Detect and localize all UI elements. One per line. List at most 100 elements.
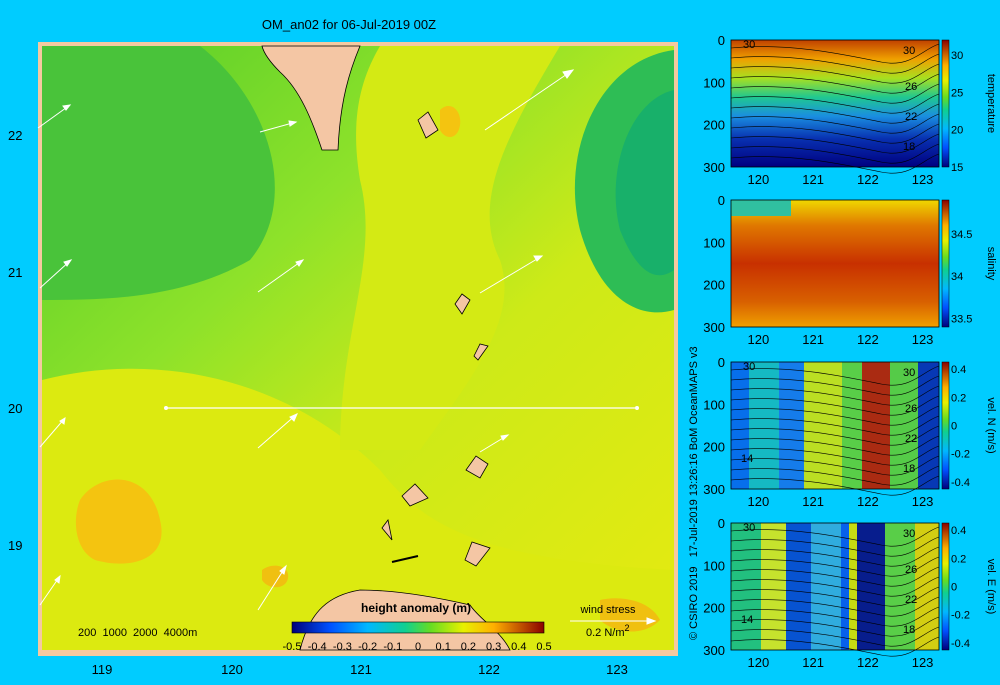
section-panel: 30 30 26 22 18 14 0 100 200 300 120 121 122 123 0.4 0.2…: [703, 516, 997, 670]
section-stripe: [857, 523, 885, 650]
colorbar-tick-label: 0.5: [536, 641, 551, 653]
colorbar-tick-label: -0.1: [383, 641, 402, 653]
section-colorbar-tick: 15: [951, 162, 963, 174]
section-y-tick: 200: [703, 278, 725, 293]
section-field: [731, 200, 939, 327]
isotherm-contour: [730, 435, 940, 456]
isotherm-contour: [730, 133, 940, 154]
section-y-tick: 100: [703, 558, 725, 573]
isotherm-contour: [730, 113, 940, 134]
section-colorbar: [941, 361, 950, 490]
section-colorbar-tick: 0.2: [951, 553, 966, 565]
wind-arrow: [484, 69, 574, 131]
wind-arrow: [257, 565, 287, 611]
isotherm-contour: [730, 83, 940, 104]
ssh-yellow-east-band: [340, 46, 560, 450]
isotherm-contour: [730, 465, 940, 486]
colorbar-tick-label: -0.2: [358, 641, 377, 653]
section-colorbar: [941, 522, 950, 651]
section-colorbar-tick: -0.2: [951, 610, 970, 622]
wind-scale-value: 0.2 N/m: [586, 627, 625, 639]
section-colorbar-tick: 33.5: [951, 314, 972, 326]
section-y-tick: 0: [718, 355, 725, 370]
section-colorbar-tick: 0.4: [951, 525, 966, 537]
wind-arrow: [257, 259, 304, 293]
isotherm-contour: [730, 616, 940, 637]
colorbar-tick-label: -0.3: [333, 641, 352, 653]
isotherm-contour: [730, 153, 940, 174]
colorbar-tick-label: 0.4: [511, 641, 526, 653]
section-stripe: [761, 523, 786, 650]
section-colorbar-label: temperature: [985, 74, 997, 133]
isotherm-contour: [730, 636, 940, 657]
section-x-tick: 122: [857, 494, 879, 509]
wind-arrowhead: [533, 255, 544, 262]
taiwan-south-land: [261, 45, 361, 151]
lon-tick: 119: [92, 662, 113, 677]
contour-label: 30: [743, 39, 755, 51]
section-surface-layer: [731, 200, 791, 216]
wind-arrow: [257, 413, 298, 449]
colorbar-tick-label: 0: [415, 641, 421, 653]
section-stripe: [842, 362, 862, 489]
contour-label: 26: [905, 81, 917, 93]
isotherm-contour: [730, 536, 940, 557]
ssh-orange-patch-1: [75, 479, 162, 564]
section-x-tick: 121: [802, 332, 824, 347]
wind-arrowhead: [59, 417, 66, 425]
contour-label: 18: [903, 624, 915, 636]
section-y-tick: 200: [703, 601, 725, 616]
section-colorbar-tick: 30: [951, 50, 963, 62]
isotherm-contour: [730, 405, 940, 426]
contour-label: 30: [903, 367, 915, 379]
section-y-tick: 200: [703, 440, 725, 455]
isotherm-contour: [730, 475, 940, 496]
colorbar: [291, 621, 545, 634]
section-panel: 0 100 200 300 120 121 122 123 34.5 34 33.5 salinity: [703, 193, 997, 347]
isotherm-contour: [730, 606, 940, 627]
wind-arrowhead: [289, 413, 298, 422]
island-1: [417, 111, 439, 139]
section-border: [730, 361, 940, 490]
colorbar-tick-label: 0.2: [461, 641, 476, 653]
section-colorbar-tick: 0: [951, 582, 957, 594]
wind-arrowhead: [62, 104, 72, 111]
map-axis-ticks: 119 120 121 122 123 22 21 20 19: [8, 128, 628, 677]
section-colorbar-tick: 0.4: [951, 364, 966, 376]
wind-arrowhead: [295, 259, 305, 267]
contour-label: 30: [743, 522, 755, 534]
isotherm-contour: [730, 546, 940, 567]
section-y-tick: 100: [703, 397, 725, 412]
section-y-tick: 300: [703, 482, 725, 497]
section-colorbar-tick: 25: [951, 87, 963, 99]
section-x-tick: 120: [748, 332, 770, 347]
section-y-tick: 300: [703, 160, 725, 175]
section-y-tick: 200: [703, 118, 725, 133]
colorbar-tick-label: 0.3: [486, 641, 501, 653]
section-stripe: [786, 523, 811, 650]
section-x-tick: 123: [912, 655, 934, 670]
section-x-tick: 123: [912, 494, 934, 509]
section-x-tick: 121: [802, 172, 824, 187]
section-colorbar-tick: 20: [951, 125, 963, 137]
wind-scale-sup: 2: [625, 623, 630, 633]
section-colorbar-tick: -0.4: [951, 477, 970, 489]
lat-tick: 22: [8, 128, 22, 143]
section-stripe: [749, 362, 779, 489]
island-8: [391, 555, 419, 563]
section-border: [730, 199, 940, 328]
wind-scale-label: 0.2 N/m2: [586, 623, 630, 639]
colorbar-title: height anomaly (m): [361, 601, 471, 615]
section-x-tick: 122: [857, 332, 879, 347]
section-colorbar-tick: 0: [951, 421, 957, 433]
island-3: [473, 343, 489, 361]
section-y-tick: 0: [718, 516, 725, 531]
contour-label: 26: [905, 403, 917, 415]
contour-label: 30: [903, 45, 915, 57]
wind-arrow: [39, 417, 66, 448]
depth-legend: 200 1000 2000 4000m: [78, 627, 197, 639]
isotherm-contour: [730, 93, 940, 114]
contour-label: 14: [741, 614, 753, 626]
section-border: [730, 39, 940, 168]
